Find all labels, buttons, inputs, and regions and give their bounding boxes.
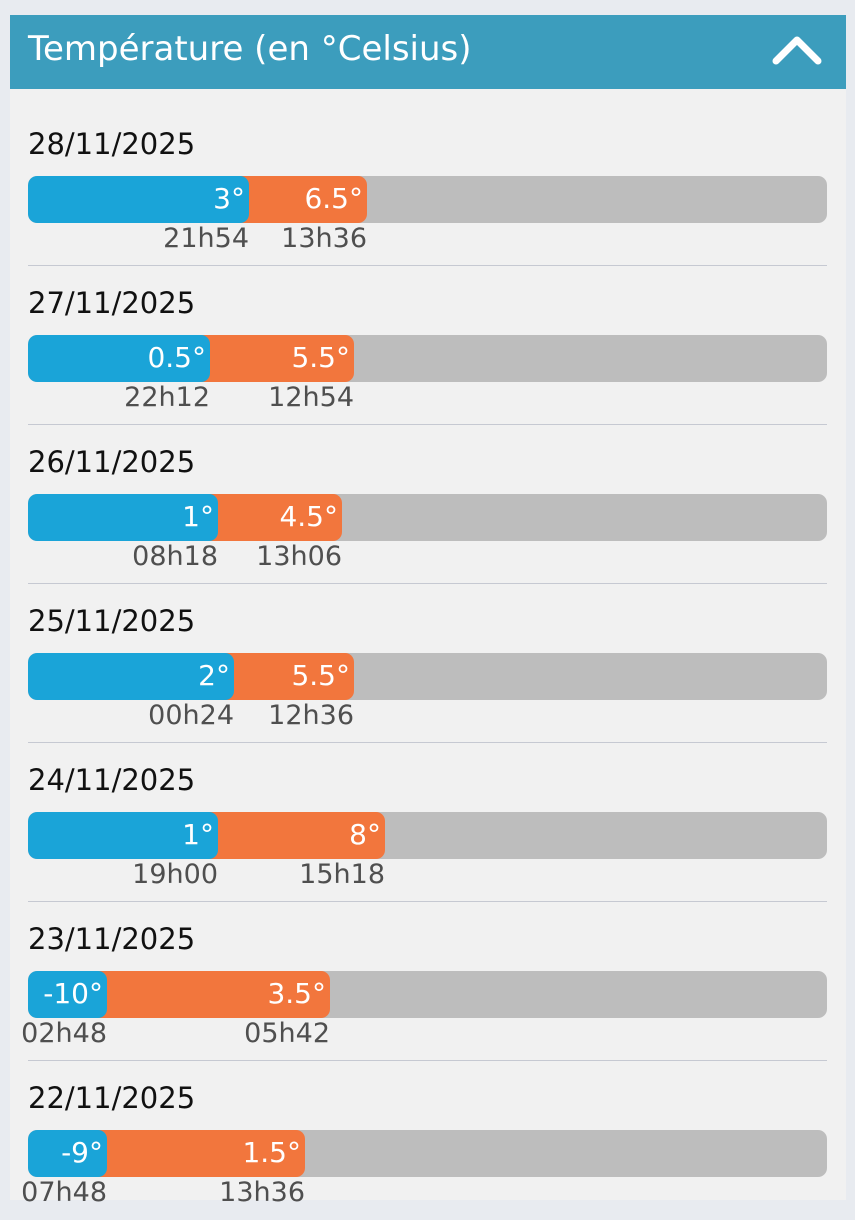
max-temperature-value: 5.5° [291,341,350,374]
day-row: 28/11/2025 3° 6.5° 21h54 13h36 [10,107,846,266]
max-temperature-bar [206,494,342,541]
temperature-bar-track: 0.5° 5.5° [28,335,827,382]
min-temperature-bar [28,1130,107,1177]
min-temperature-bar [28,653,234,700]
temperature-bar-track: 2° 5.5° [28,653,827,700]
min-temperature-bar [28,494,218,541]
min-temperature-time: 22h12 [124,382,210,413]
temperature-bar-track: -9° 1.5° [28,1130,827,1177]
max-temperature-value: 1.5° [242,1136,301,1169]
max-temperature-bar [198,335,354,382]
min-temperature-time: 07h48 [21,1177,107,1208]
day-date: 28/11/2025 [28,127,196,161]
min-temperature-time: 21h54 [163,223,249,254]
min-temperature-value: 1° [182,818,214,851]
day-date: 23/11/2025 [28,922,196,956]
temperature-bar-track: 1° 8° [28,812,827,859]
min-temperature-time: 08h18 [132,541,218,572]
row-divider [28,583,827,584]
max-temperature-value: 5.5° [291,659,350,692]
min-temperature-time: 02h48 [21,1018,107,1049]
max-temperature-time: 15h18 [299,859,385,890]
temperature-bar-track: 1° 4.5° [28,494,827,541]
day-row: 25/11/2025 2° 5.5° 00h24 12h36 [10,584,846,743]
max-temperature-value: 6.5° [304,182,363,215]
max-temperature-value: 8° [349,818,381,851]
max-temperature-value: 3.5° [267,977,326,1010]
min-temperature-value: 3° [213,182,245,215]
temperature-panel: Température (en °Celsius) 28/11/2025 3° 6.… [10,15,846,1208]
max-temperature-time: 13h36 [281,223,367,254]
max-temperature-value: 4.5° [279,500,338,533]
row-divider [28,742,827,743]
max-temperature-bar [95,1130,305,1177]
chevron-up-icon [772,36,822,65]
row-divider [28,265,827,266]
day-date: 22/11/2025 [28,1081,196,1115]
temperature-bar-track: 3° 6.5° [28,176,827,223]
min-temperature-value: -9° [61,1136,103,1169]
min-temperature-bar [28,812,218,859]
day-date: 24/11/2025 [28,763,196,797]
day-row: 27/11/2025 0.5° 5.5° 22h12 12h54 [10,266,846,425]
max-temperature-bar [206,812,385,859]
row-divider [28,424,827,425]
day-date: 26/11/2025 [28,445,196,479]
max-temperature-bar [95,971,330,1018]
day-row: 24/11/2025 1° 8° 19h00 15h18 [10,743,846,902]
max-temperature-time: 05h42 [244,1018,330,1049]
day-row: 26/11/2025 1° 4.5° 08h18 13h06 [10,425,846,584]
min-temperature-value: 2° [198,659,230,692]
panel-header[interactable]: Température (en °Celsius) [10,15,846,89]
min-temperature-bar [28,335,210,382]
day-date: 25/11/2025 [28,604,196,638]
max-temperature-bar [237,176,367,223]
min-temperature-time: 19h00 [132,859,218,890]
max-temperature-time: 13h06 [256,541,342,572]
min-temperature-bar [28,971,107,1018]
max-temperature-time: 12h36 [268,700,354,731]
collapse-button[interactable] [762,23,832,81]
day-date: 27/11/2025 [28,286,196,320]
max-temperature-time: 12h54 [268,382,354,413]
day-row: 23/11/2025 -10° 3.5° 02h48 05h42 [10,902,846,1061]
min-temperature-bar [28,176,249,223]
max-temperature-time: 13h36 [219,1177,305,1208]
min-temperature-value: -10° [43,977,103,1010]
max-temperature-bar [222,653,354,700]
min-temperature-value: 0.5° [147,341,206,374]
temperature-bar-track: -10° 3.5° [28,971,827,1018]
row-divider [28,1060,827,1061]
min-temperature-time: 00h24 [148,700,234,731]
row-divider [28,901,827,902]
day-row: 22/11/2025 -9° 1.5° 07h48 13h36 [10,1061,846,1220]
panel-title: Température (en °Celsius) [28,29,472,69]
min-temperature-value: 1° [182,500,214,533]
